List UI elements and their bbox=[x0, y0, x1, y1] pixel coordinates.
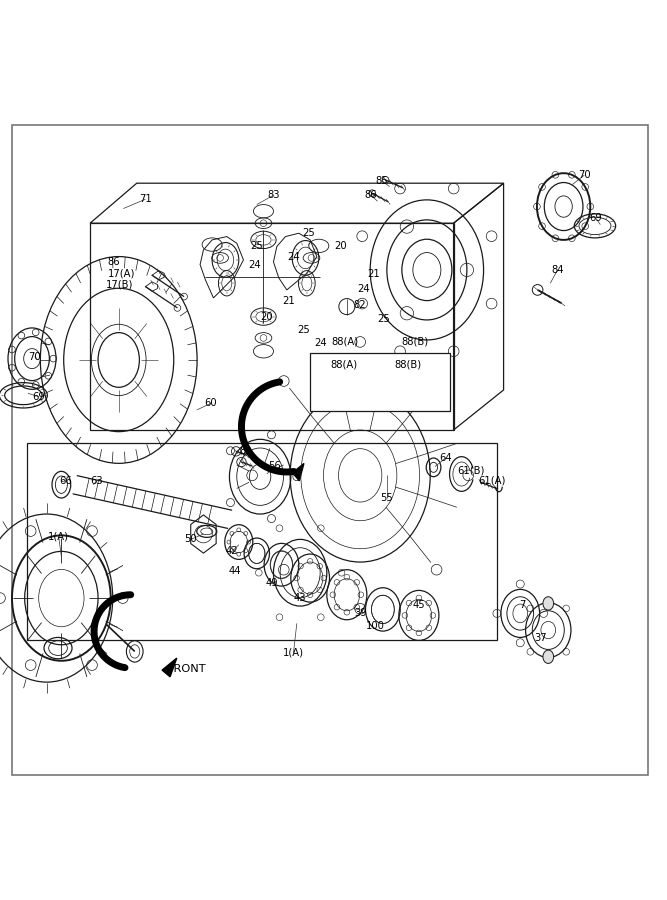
Text: 49: 49 bbox=[266, 579, 278, 589]
Text: 20: 20 bbox=[261, 311, 273, 321]
Text: 86: 86 bbox=[365, 190, 377, 200]
Text: 70: 70 bbox=[29, 352, 41, 362]
Text: 43: 43 bbox=[294, 593, 306, 603]
Text: 50: 50 bbox=[185, 535, 197, 544]
Text: 56: 56 bbox=[268, 461, 281, 471]
Ellipse shape bbox=[543, 650, 554, 663]
Text: 39: 39 bbox=[354, 608, 366, 617]
Text: 61(A): 61(A) bbox=[478, 476, 506, 486]
Text: 88(B): 88(B) bbox=[402, 337, 429, 347]
Text: 66: 66 bbox=[59, 476, 72, 486]
Text: 55: 55 bbox=[380, 493, 394, 503]
Text: 60: 60 bbox=[205, 399, 217, 409]
Text: 85: 85 bbox=[376, 176, 388, 185]
Ellipse shape bbox=[543, 597, 554, 610]
Text: 82: 82 bbox=[354, 300, 366, 310]
Text: 25: 25 bbox=[250, 241, 263, 251]
Polygon shape bbox=[162, 658, 177, 677]
Text: 24: 24 bbox=[358, 284, 370, 293]
Text: 64: 64 bbox=[440, 453, 452, 463]
Text: 24: 24 bbox=[314, 338, 326, 348]
Text: 69: 69 bbox=[589, 213, 602, 223]
Text: 88(B): 88(B) bbox=[395, 360, 422, 370]
Text: 1(A): 1(A) bbox=[283, 648, 304, 658]
Text: 45: 45 bbox=[413, 599, 425, 609]
Text: 86: 86 bbox=[107, 256, 119, 267]
Text: 88(A): 88(A) bbox=[331, 360, 358, 370]
Text: 20: 20 bbox=[334, 241, 346, 251]
Text: 61(B): 61(B) bbox=[457, 465, 485, 475]
Text: 84: 84 bbox=[552, 265, 564, 274]
Text: 25: 25 bbox=[302, 228, 315, 238]
Text: 21: 21 bbox=[281, 295, 295, 306]
Text: 42: 42 bbox=[226, 546, 238, 556]
Text: FRONT: FRONT bbox=[167, 664, 206, 674]
Text: 21: 21 bbox=[367, 269, 380, 279]
Text: 25: 25 bbox=[297, 325, 310, 335]
Text: 17(A): 17(A) bbox=[108, 269, 136, 279]
Text: 100: 100 bbox=[366, 621, 384, 631]
Text: 7: 7 bbox=[519, 599, 526, 609]
Bar bbox=[310, 353, 450, 411]
Text: 24: 24 bbox=[287, 252, 299, 262]
Text: 1(A): 1(A) bbox=[48, 532, 69, 542]
Polygon shape bbox=[293, 464, 304, 481]
Text: 71: 71 bbox=[139, 194, 152, 204]
Text: 63: 63 bbox=[91, 476, 103, 486]
Text: 17(B): 17(B) bbox=[106, 280, 134, 290]
Text: 89: 89 bbox=[239, 446, 251, 456]
Text: 24: 24 bbox=[249, 259, 261, 270]
Text: 83: 83 bbox=[267, 190, 279, 200]
Text: 69: 69 bbox=[32, 392, 45, 401]
Text: 88(A): 88(A) bbox=[331, 337, 359, 347]
Text: 25: 25 bbox=[377, 314, 390, 324]
Text: 44: 44 bbox=[229, 566, 241, 576]
Text: 70: 70 bbox=[578, 170, 590, 180]
Text: 37: 37 bbox=[534, 633, 546, 643]
